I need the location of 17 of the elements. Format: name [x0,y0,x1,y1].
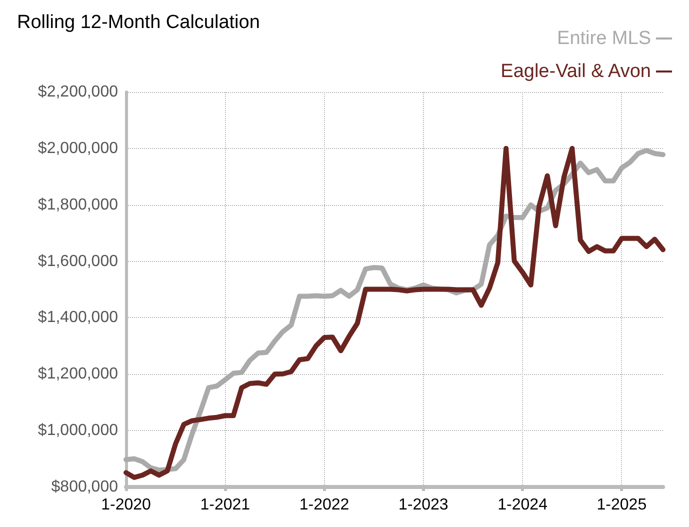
x-tick-label: 1-2023 [398,496,448,514]
legend-label: Eagle-Vail & Avon [500,61,651,82]
legend-label: Entire MLS [557,28,651,49]
y-tick-label: $800,000 [51,478,118,496]
y-tick-label: $2,000,000 [38,140,118,157]
y-tick-label: $1,000,000 [38,422,118,440]
y-tick-label: $1,200,000 [38,366,118,383]
x-tick-label: 1-2022 [299,496,350,514]
chart-title: Rolling 12-Month Calculation [17,12,260,33]
x-tick-label: 1-2020 [101,496,152,514]
y-tick-label: $2,200,000 [38,84,118,100]
x-tick-label: 1-2021 [200,496,250,514]
y-tick-label: $1,600,000 [38,252,118,270]
x-tick-label: 1-2025 [596,496,647,514]
y-tick-label: $1,400,000 [38,309,118,326]
x-tick-label: 1-2024 [498,496,548,514]
y-tick-label: $1,800,000 [38,196,118,214]
